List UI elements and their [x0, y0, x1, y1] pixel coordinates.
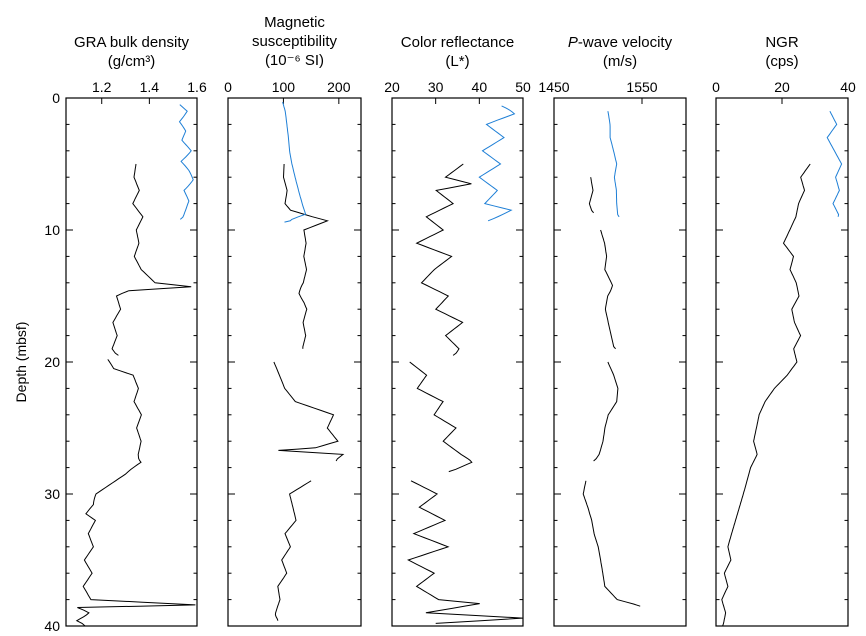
series-line-5-2 — [826, 110, 843, 217]
panel-frame-1 — [65, 97, 198, 627]
series-line-4-2 — [600, 229, 616, 350]
x-tick-label: 1.2 — [92, 79, 112, 95]
panel-frame-3 — [391, 97, 524, 627]
x-tick-label: 0 — [224, 79, 232, 95]
y-tick-label-10: 10 — [44, 222, 60, 238]
series-line-1-2 — [75, 359, 196, 627]
x-tick-label: 1.6 — [187, 79, 207, 95]
series-line-1-3 — [178, 104, 194, 220]
x-tick-label: 1550 — [626, 79, 657, 95]
panel-frame-4 — [553, 97, 687, 627]
series-line-1-1 — [111, 163, 192, 356]
panel-frame-2 — [227, 97, 362, 627]
panel-title-line: GRA bulk density — [74, 34, 190, 51]
x-tick-label: 0 — [712, 79, 720, 95]
series-line-2-1 — [282, 163, 329, 349]
series-line-4-5 — [607, 111, 620, 218]
x-tick-label: 100 — [272, 79, 296, 95]
panel-title-line: susceptibility — [252, 33, 338, 50]
panel-title-line: (cps) — [765, 53, 798, 70]
panel-title-line: (10⁻⁶ SI) — [265, 52, 324, 69]
series-line-3-1 — [415, 163, 472, 356]
panel-title-line: Color reflectance — [401, 34, 514, 51]
panel-title-line: (L*) — [445, 53, 469, 70]
series-line-4-4 — [582, 480, 641, 607]
x-tick-label: 1450 — [538, 79, 569, 95]
series-line-5-1 — [721, 163, 811, 627]
panel-frame-5 — [715, 97, 849, 627]
series-line-3-4 — [478, 105, 516, 222]
panel-title-line: P-wave velocity — [568, 34, 673, 51]
series-line-2-2 — [273, 361, 345, 462]
x-tick-label: 30 — [428, 79, 444, 95]
y-axis-label: Depth (mbsf) — [13, 322, 29, 403]
series-line-2-4 — [282, 101, 307, 223]
series-line-3-3 — [407, 480, 523, 624]
series-line-2-3 — [274, 480, 312, 621]
x-tick-label: 20 — [774, 79, 790, 95]
x-tick-label: 40 — [472, 79, 488, 95]
y-tick-label-40: 40 — [44, 618, 60, 634]
x-tick-label: 40 — [840, 79, 856, 95]
panel-title-line: Magnetic — [264, 14, 325, 31]
x-tick-label: 20 — [384, 79, 400, 95]
series-line-4-3 — [593, 361, 619, 462]
series-line-4-1 — [588, 177, 594, 214]
panel-title-line: (g/cm³) — [108, 53, 156, 70]
series-line-3-2 — [409, 361, 473, 473]
y-tick-label-0: 0 — [52, 90, 60, 106]
panel-title-line: NGR — [765, 34, 799, 51]
y-tick-label-30: 30 — [44, 486, 60, 502]
x-tick-label: 1.4 — [140, 79, 160, 95]
x-tick-label: 200 — [327, 79, 351, 95]
panel-title-line: (m/s) — [603, 53, 637, 70]
x-tick-label: 50 — [515, 79, 531, 95]
y-tick-label-20: 20 — [44, 354, 60, 370]
